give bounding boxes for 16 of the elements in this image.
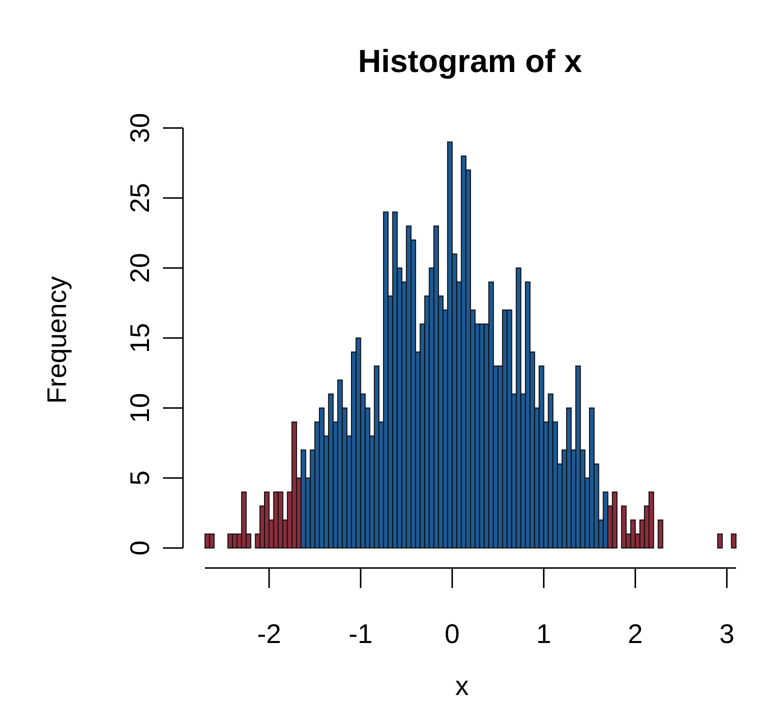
y-tick-label: 5 <box>125 470 155 486</box>
x-tick-label: 0 <box>444 619 460 649</box>
x-tick-label: -1 <box>348 619 373 649</box>
y-tick-label: 0 <box>125 540 155 556</box>
x-tick-label: 1 <box>536 619 552 649</box>
chart-title: Histogram of x <box>358 43 582 79</box>
y-tick-label: 15 <box>125 322 155 354</box>
y-tick-label: 30 <box>125 112 155 144</box>
y-tick-label: 25 <box>125 182 155 214</box>
x-tick-label: 2 <box>628 619 643 649</box>
y-tick-label: 20 <box>125 252 155 284</box>
x-tick-label: -2 <box>257 619 282 649</box>
x-axis-title: x <box>455 671 470 701</box>
x-tick-label: 3 <box>719 619 734 649</box>
y-tick-label: 10 <box>125 392 155 424</box>
y-axis-title: Frequency <box>42 276 72 404</box>
